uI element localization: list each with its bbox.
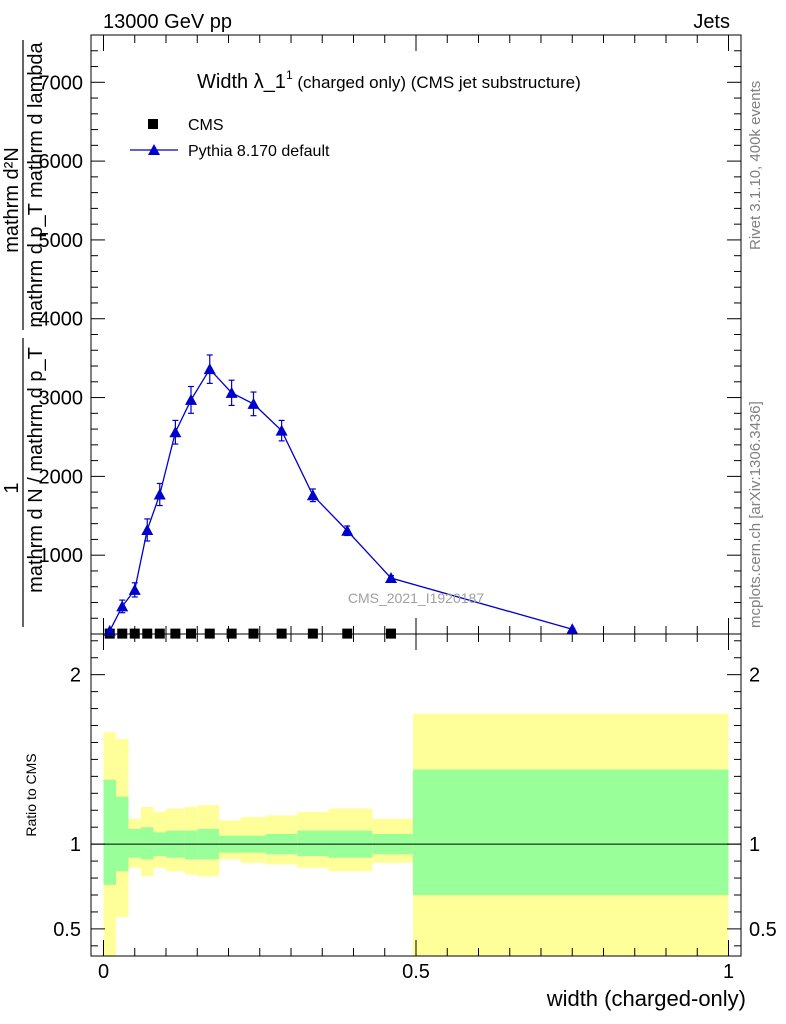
- ratio-bands: [103, 713, 729, 956]
- pythia-data-point: [128, 583, 141, 595]
- pythia-data-point: [153, 488, 166, 500]
- pythia-data-point: [385, 572, 397, 584]
- x-axis-label: width (charged-only): [546, 986, 746, 1011]
- pythia-data-point: [103, 624, 116, 636]
- y-tick-label: 6000: [39, 151, 84, 173]
- x-tick-label: 0: [98, 961, 109, 983]
- ratio-y-tick-label-right: 0.5: [749, 919, 777, 941]
- ratio-y-tick-labels: 0.5 0.5 1 1 2 2: [53, 665, 777, 941]
- legend: CMS Pythia 8.170 default: [130, 117, 330, 160]
- ratio-inner-band: [128, 828, 141, 858]
- ratio-inner-band: [184, 830, 198, 860]
- ratio-y-tick-label: 0.5: [53, 919, 81, 941]
- pythia-data-point: [275, 424, 288, 436]
- plot-title-sup: 1: [286, 68, 293, 82]
- y-tick-label: 5000: [39, 230, 84, 252]
- x-tick-label: 1: [723, 961, 734, 983]
- ylabel-frac1-den: mathrm d N / mathrm d p_T: [25, 347, 47, 593]
- x-tick-label: 0.5: [402, 961, 430, 983]
- pythia-line: [109, 368, 573, 632]
- pythia-data-point: [203, 363, 216, 375]
- ratio-y-tick-label-right: 2: [749, 665, 760, 687]
- rivet-version-label: Rivet 3.1.10, 400k events: [747, 81, 764, 250]
- ratio-y-axis-label: Ratio to CMS: [23, 753, 39, 836]
- y-tick-label: 1000: [39, 545, 84, 567]
- ratio-inner-band: [116, 796, 129, 872]
- ylabel-frac2-num: mathrm d²N: [1, 147, 23, 253]
- pythia-data-point: [141, 523, 154, 535]
- pythia-data-point: [116, 600, 129, 612]
- ratio-inner-band: [103, 779, 116, 885]
- pythia-data-point: [225, 386, 238, 398]
- main-y-axis-label: 1 mathrm d N / mathrm d p_T mathrm d²N m…: [1, 40, 47, 627]
- plot-title: Width λ_11 (charged only) (CMS jet subst…: [197, 68, 581, 93]
- y-tick-label: 2000: [39, 466, 84, 488]
- legend-pythia-label: Pythia 8.170 default: [188, 143, 330, 160]
- plot-title-prefix: Width: [197, 71, 254, 93]
- ratio-y-tick-label-right: 1: [749, 834, 760, 856]
- plot-title-main: λ_1: [254, 71, 286, 93]
- ratio-y-tick-label: 1: [70, 834, 81, 856]
- main-plot: 1000 2000 3000 4000 5000 6000 7000: [39, 34, 742, 639]
- main-ticks: [91, 35, 741, 634]
- ratio-ticks: [91, 634, 741, 956]
- y-tick-label: 4000: [39, 309, 84, 331]
- y-tick-label: 7000: [39, 72, 84, 94]
- ratio-plot: 0.5 0.5 1 1 2 2: [53, 633, 777, 957]
- pythia-data-point: [341, 524, 354, 536]
- ratio-inner-band: [412, 769, 729, 895]
- pythia-data-point: [566, 623, 579, 635]
- header-process-label: Jets: [693, 11, 730, 33]
- main-y-tick-labels: 1000 2000 3000 4000 5000 6000 7000: [39, 72, 84, 567]
- mcplots-label: mcplots.cern.ch [arXiv:1306.3436]: [747, 401, 764, 628]
- legend-pythia-marker: [148, 144, 160, 155]
- ylabel-frac2-den: mathrm d p_T mathrm d lambda: [25, 41, 47, 327]
- ratio-frame: [90, 633, 742, 957]
- ratio-inner-band: [297, 830, 329, 857]
- ratio-y-tick-label: 2: [70, 665, 81, 687]
- pythia-data-point: [169, 426, 182, 438]
- pythia-data-point: [306, 489, 319, 501]
- main-series: [103, 354, 579, 639]
- ylabel-frac1-num: 1: [1, 482, 23, 493]
- analysis-watermark: CMS_2021_I1920187: [348, 590, 484, 606]
- y-tick-label: 3000: [39, 388, 84, 410]
- plot-title-suffix: (charged only) (CMS jet substructure): [293, 73, 581, 92]
- pythia-data-point: [247, 397, 260, 409]
- legend-cms-marker: [148, 119, 158, 129]
- pythia-data-point: [185, 393, 197, 405]
- ratio-inner-band: [141, 827, 154, 860]
- legend-cms-label: CMS: [188, 117, 224, 134]
- header-collision-label: 13000 GeV pp: [103, 11, 232, 33]
- x-tick-labels: 0 0.5 1: [98, 961, 734, 983]
